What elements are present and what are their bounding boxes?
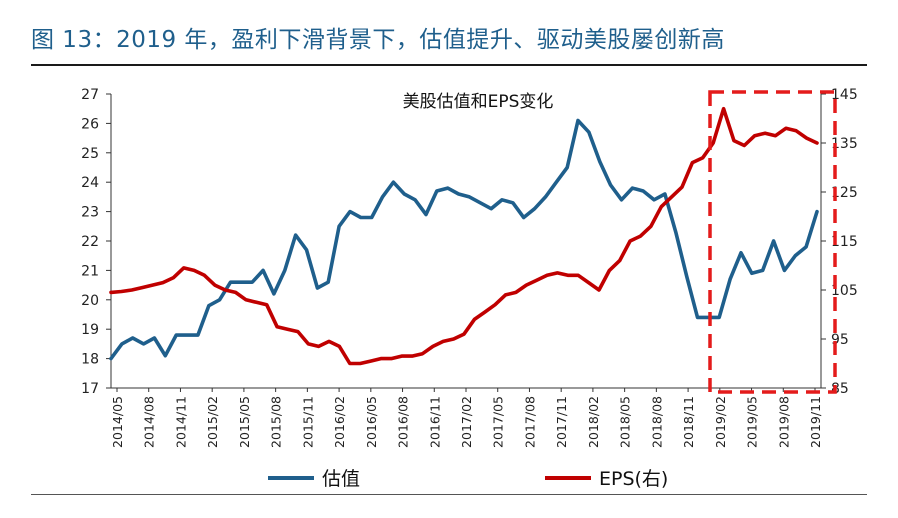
- x-tick-label: 2014/11: [173, 396, 188, 448]
- left-tick-label: 18: [81, 352, 99, 368]
- x-tick-label: 2019/02: [713, 396, 728, 448]
- left-tick-label: 26: [81, 116, 99, 132]
- x-tick-label: 2017/05: [491, 396, 506, 448]
- left-tick-label: 21: [81, 263, 99, 279]
- x-tick-label: 2016/02: [332, 396, 347, 448]
- left-tick-label: 27: [81, 87, 99, 103]
- x-tick-label: 2019/11: [808, 396, 823, 448]
- right-tick-label: 125: [831, 185, 858, 201]
- right-tick-label: 135: [831, 136, 858, 152]
- x-tick-label: 2015/02: [205, 396, 220, 448]
- x-tick-label: 2019/08: [776, 396, 791, 448]
- chart-title: 美股估值和EPS变化: [403, 92, 554, 112]
- legend-label-eps: EPS(右): [599, 468, 668, 490]
- x-tick-label: 2016/08: [396, 396, 411, 448]
- x-tick-label: 2018/02: [586, 396, 601, 448]
- x-tick-label: 2014/08: [142, 396, 157, 448]
- x-tick-label: 2017/11: [554, 396, 569, 448]
- left-tick-label: 25: [81, 146, 99, 162]
- right-tick-label: 145: [831, 87, 858, 103]
- left-tick-label: 22: [81, 234, 99, 250]
- left-tick-label: 20: [81, 293, 99, 309]
- x-tick-label: 2016/11: [427, 396, 442, 448]
- x-tick-label: 2017/08: [522, 396, 537, 448]
- x-tick-label: 2018/11: [681, 396, 696, 448]
- left-tick-label: 17: [81, 381, 99, 397]
- x-tick-label: 2018/05: [618, 396, 633, 448]
- title-rule: [31, 64, 867, 66]
- eps-series-line: [109, 106, 819, 366]
- bottom-rule: [31, 494, 867, 495]
- x-tick-label: 2016/05: [364, 396, 379, 448]
- right-tick-label: 115: [831, 234, 858, 250]
- x-tick-label: 2019/05: [745, 396, 760, 448]
- x-tick-label: 2014/05: [110, 396, 125, 448]
- x-tick-label: 2017/02: [459, 396, 474, 448]
- highlight-box-2019: [708, 90, 837, 394]
- right-tick-label: 105: [831, 283, 858, 299]
- left-tick-label: 19: [81, 322, 99, 338]
- x-tick-label: 2015/11: [300, 396, 315, 448]
- left-tick-label: 23: [81, 205, 99, 221]
- legend-label-valuation: 估值: [322, 468, 360, 490]
- x-tick-label: 2015/05: [237, 396, 252, 448]
- x-tick-label: 2018/08: [649, 396, 664, 448]
- x-tick-label: 2015/08: [269, 396, 284, 448]
- valuation-series-line: [109, 118, 819, 361]
- left-tick-label: 24: [81, 175, 99, 191]
- figure-title: 图 13：2019 年，盈利下滑背景下，估值提升、驱动美股屡创新高: [31, 27, 725, 53]
